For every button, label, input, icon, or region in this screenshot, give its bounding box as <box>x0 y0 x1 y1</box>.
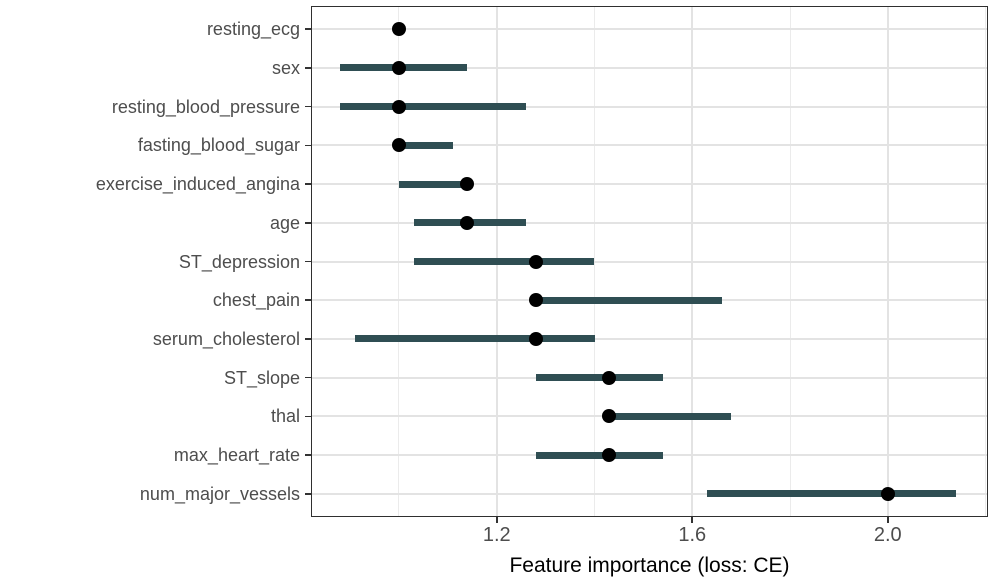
y-tick-label: resting_ecg <box>206 19 300 40</box>
y-tick-label: age <box>269 212 300 233</box>
y-tick-label: ST_slope <box>223 367 300 388</box>
y-tick-mark <box>305 492 311 495</box>
y-tick-label: fasting_blood_sugar <box>137 135 300 156</box>
y-tick-mark <box>305 28 311 31</box>
y-tick-mark <box>305 415 311 418</box>
interval-bar <box>706 490 957 498</box>
point-dot <box>460 177 475 192</box>
x-tick-label: 2.0 <box>873 524 902 546</box>
gridline-major-horizontal <box>311 221 988 224</box>
point-dot <box>528 254 543 269</box>
plot-panel <box>311 6 988 517</box>
point-dot <box>460 215 475 230</box>
gridline-major-horizontal <box>311 66 988 69</box>
y-tick-label: resting_blood_pressure <box>111 96 300 117</box>
y-tick-label: exercise_induced_angina <box>95 174 300 195</box>
gridline-major-horizontal <box>311 144 988 147</box>
interval-bar <box>413 258 595 265</box>
interval-bar <box>394 141 453 149</box>
y-tick-mark <box>305 338 311 340</box>
interval-bar <box>604 412 732 420</box>
x-tick-label: 1.2 <box>482 524 511 546</box>
y-tick-mark <box>305 221 311 224</box>
point-dot <box>391 60 406 75</box>
x-tick-label: 1.6 <box>678 524 707 546</box>
y-tick-label: ST_depression <box>178 251 300 272</box>
y-tick-label: chest_pain <box>212 290 300 311</box>
point-dot <box>602 370 617 385</box>
point-dot <box>602 448 617 463</box>
y-tick-label: serum_cholesterol <box>152 328 300 349</box>
gridline-major-horizontal <box>311 183 988 186</box>
y-tick-label: sex <box>271 57 300 78</box>
y-tick-label: thal <box>270 406 300 427</box>
x-axis-title: Feature importance (loss: CE) <box>509 554 790 577</box>
interval-bar <box>530 296 722 304</box>
y-tick-label: num_major_vessels <box>139 483 300 504</box>
point-dot <box>391 138 406 153</box>
y-tick-label: max_heart_rate <box>173 445 300 466</box>
y-tick-mark <box>305 260 311 263</box>
interval-bar <box>354 335 595 343</box>
gridline-major-horizontal <box>311 260 988 263</box>
x-tick-mark <box>886 517 889 523</box>
gridline-major-horizontal <box>311 337 988 340</box>
point-dot <box>528 331 543 346</box>
interval-bar <box>398 180 473 188</box>
gridline-major-horizontal <box>311 105 988 108</box>
y-tick-mark <box>305 67 311 69</box>
gridline-major-horizontal <box>311 492 988 495</box>
point-dot <box>391 99 406 114</box>
y-tick-mark <box>305 454 311 456</box>
interval-bar <box>535 374 663 382</box>
y-tick-mark <box>305 183 311 185</box>
x-tick-mark <box>495 517 498 523</box>
gridline-major-horizontal <box>311 28 988 31</box>
point-dot <box>602 409 617 424</box>
y-tick-mark <box>305 105 311 108</box>
y-tick-mark <box>305 299 311 301</box>
x-tick-mark <box>691 517 694 523</box>
interval-bar <box>340 103 527 111</box>
point-dot <box>391 22 406 37</box>
y-tick-mark <box>305 376 311 379</box>
point-dot <box>880 486 895 501</box>
y-tick-mark <box>305 144 311 147</box>
interval-bar <box>535 451 663 459</box>
point-dot <box>528 293 543 308</box>
